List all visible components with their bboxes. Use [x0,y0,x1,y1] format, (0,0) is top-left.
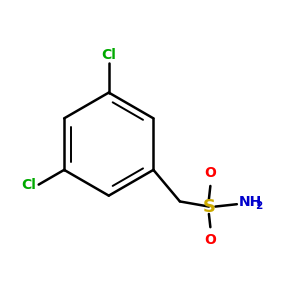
Text: 2: 2 [255,201,262,211]
Text: O: O [204,166,216,180]
Text: Cl: Cl [21,178,36,192]
Text: NH: NH [238,195,262,209]
Text: O: O [204,233,216,247]
Text: Cl: Cl [101,48,116,62]
Text: S: S [202,198,215,216]
